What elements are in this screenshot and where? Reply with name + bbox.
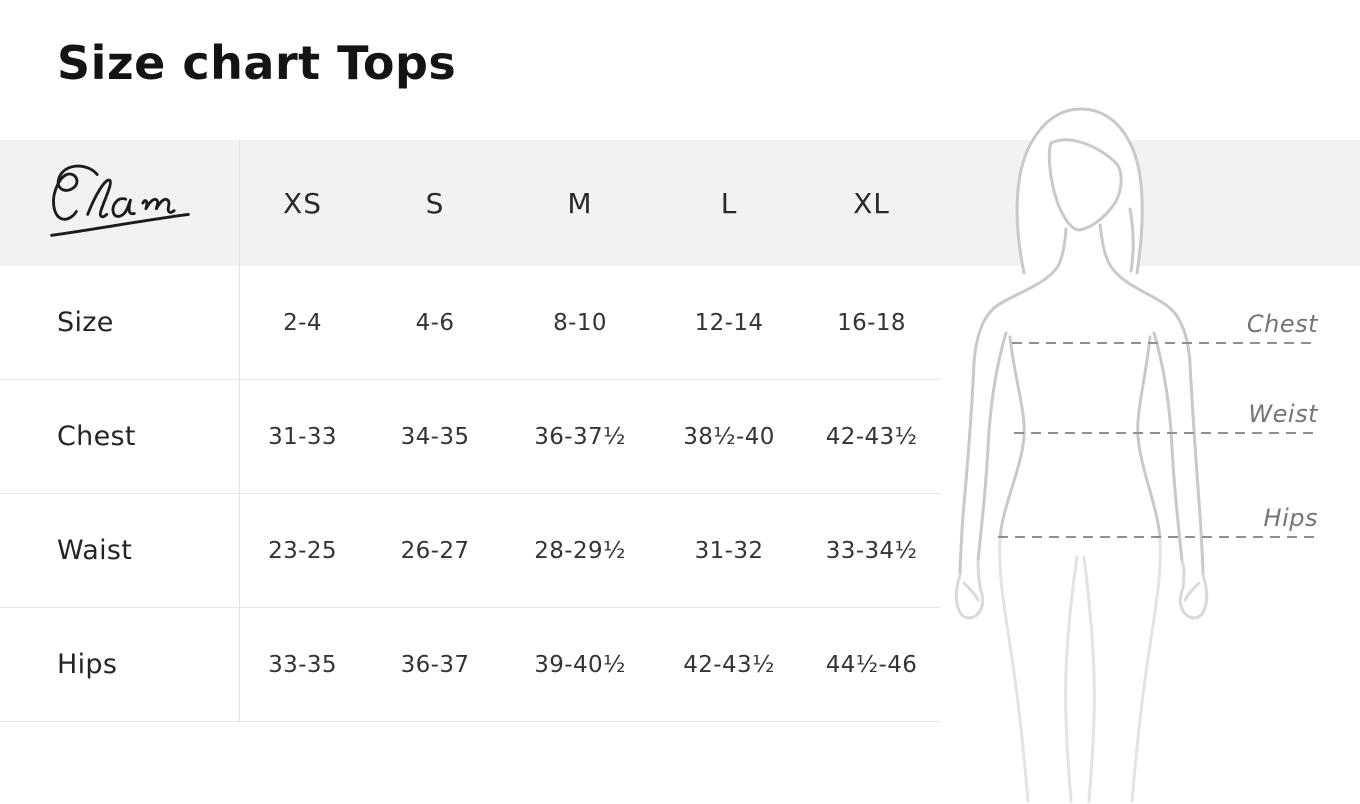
waist-measure-label: Weist	[1248, 400, 1318, 428]
size-column-header-m: M	[567, 186, 593, 220]
chest-measure-line	[1012, 342, 1318, 344]
size-value-xl: 16-18	[837, 309, 906, 336]
hips-measure-line	[998, 536, 1318, 538]
female-body-outline-icon	[954, 107, 1209, 803]
hips-measure-label: Hips	[1263, 504, 1318, 532]
waist-value-xl: 33-34½	[825, 537, 918, 564]
waist-measure-line	[1014, 432, 1318, 434]
brand-logo	[0, 140, 240, 266]
row-label-size: Size	[0, 266, 240, 379]
table-row-hips: Hips 33-35 36-37 39-40½ 42-43½ 44½-46	[0, 608, 940, 722]
size-column-header-s: S	[425, 186, 445, 220]
size-value-m: 8-10	[553, 309, 607, 336]
waist-value-m: 28-29½	[534, 537, 626, 564]
chest-value-m: 36-37½	[534, 423, 626, 450]
waist-value-l: 31-32	[694, 537, 764, 564]
body-measurement-figure	[950, 105, 1360, 804]
hips-value-s: 36-37	[400, 651, 470, 678]
page-title: Size chart Tops	[57, 36, 457, 90]
waist-value-xs: 23-25	[268, 537, 337, 564]
waist-value-s: 26-27	[400, 537, 470, 564]
hips-value-l: 42-43½	[683, 651, 775, 678]
chest-measure-label: Chest	[1246, 310, 1318, 338]
hips-value-xl: 44½-46	[825, 651, 918, 678]
row-label-hips: Hips	[0, 608, 240, 721]
size-table: XS S M L XL Size 2-4 4-6 8-10 12-14 16-1…	[0, 140, 940, 722]
chest-value-s: 34-35	[400, 423, 470, 450]
hips-value-xs: 33-35	[268, 651, 337, 678]
row-label-waist: Waist	[0, 494, 240, 607]
size-value-l: 12-14	[694, 309, 764, 336]
size-column-header-l: L	[720, 186, 738, 220]
size-column-header-xs: XS	[283, 186, 322, 220]
chest-value-xs: 31-33	[268, 423, 337, 450]
chest-value-l: 38½-40	[683, 423, 775, 450]
hips-value-m: 39-40½	[534, 651, 626, 678]
chest-value-xl: 42-43½	[825, 423, 918, 450]
row-label-chest: Chest	[0, 380, 240, 493]
size-column-header-xl: XL	[853, 186, 890, 220]
table-row-waist: Waist 23-25 26-27 28-29½ 31-32 33-34½	[0, 494, 940, 608]
size-value-xs: 2-4	[283, 309, 322, 336]
brand-signature-icon	[49, 164, 190, 237]
table-header-row: XS S M L XL	[0, 140, 940, 266]
table-row-size: Size 2-4 4-6 8-10 12-14 16-18	[0, 266, 940, 380]
size-value-s: 4-6	[415, 309, 455, 336]
table-row-chest: Chest 31-33 34-35 36-37½ 38½-40 42-43½	[0, 380, 940, 494]
